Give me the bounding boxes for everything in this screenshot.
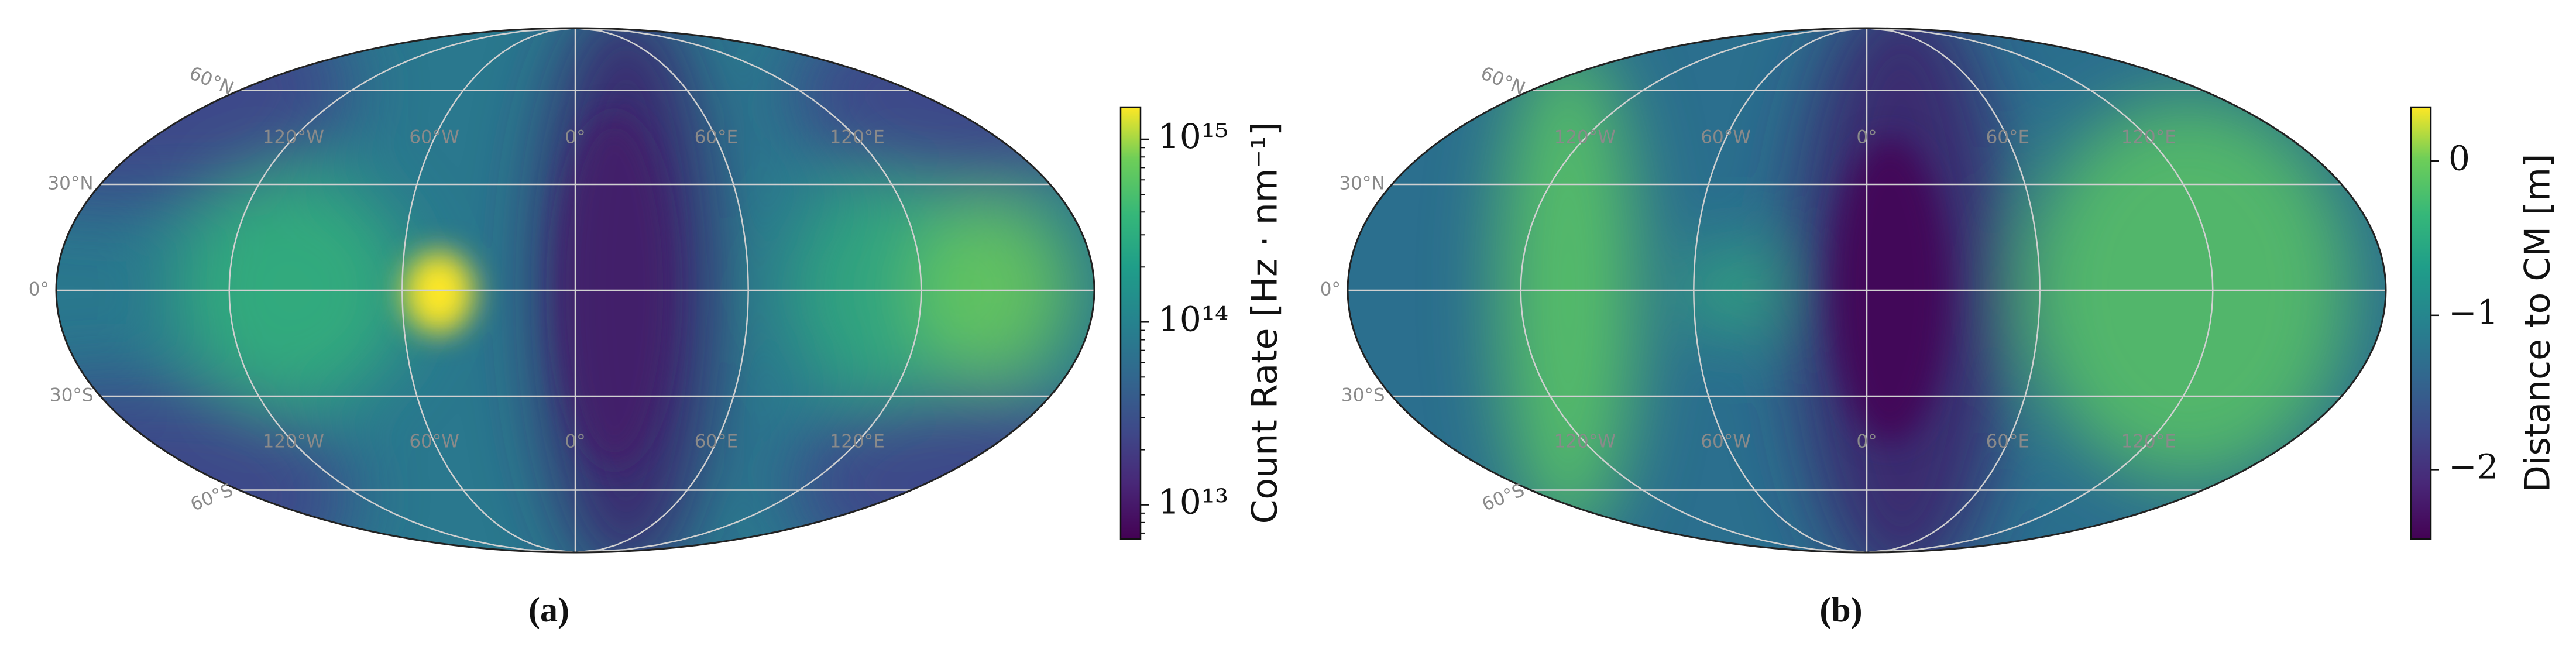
lat-label: 30°N	[1339, 173, 1385, 194]
lat-label: 60°N	[1478, 63, 1528, 99]
heatmap-a	[56, 28, 1094, 552]
lon-label: 0°	[1856, 127, 1877, 148]
colorbar-label: Count Rate [Hz · nm⁻¹]	[1245, 122, 1286, 524]
colorbar-tick-label: −2	[2448, 447, 2499, 486]
lat-label: 60°S	[188, 479, 236, 515]
lat-label: 30°S	[50, 384, 94, 406]
map-border	[1347, 27, 2387, 554]
lon-label: 120°E	[2121, 127, 2176, 148]
lon-label: 120°W	[1554, 127, 1616, 148]
colorbar-tick-label: 10¹⁴	[1158, 299, 1228, 339]
annotations: 120°W 120°W 60°W 60°W 0° 0° 60°E 60°E 120°E 120°E…	[29, 27, 2558, 629]
lon-label: 0°	[1856, 431, 1877, 452]
colorbar-tick-label: −1	[2448, 293, 2499, 332]
lon-label: 60°W	[1701, 127, 1751, 148]
colorbar-tick-label: 10¹⁵	[1158, 116, 1228, 156]
lat-label: 0°	[1320, 279, 1341, 300]
lon-label: 120°W	[1554, 431, 1616, 452]
lon-label: 120°E	[2121, 431, 2176, 452]
colorbar	[2410, 106, 2432, 540]
lon-label: 120°E	[830, 431, 885, 452]
lon-label: 60°E	[695, 431, 739, 452]
lon-label: 0°	[565, 431, 585, 452]
colorbar-tick-label: 0	[2448, 138, 2470, 178]
colorbar-label: Distance to CM [m]	[2517, 154, 2558, 493]
lat-label: 30°S	[1341, 384, 1385, 406]
map-border	[55, 27, 1095, 554]
lat-label: 60°N	[186, 63, 236, 99]
lat-label: 0°	[29, 279, 49, 300]
lat-label: 30°N	[47, 173, 93, 194]
lon-label: 120°W	[263, 127, 324, 148]
caption: (a)	[528, 590, 569, 629]
lon-label: 60°E	[1986, 127, 2030, 148]
lon-label: 60°W	[1701, 431, 1751, 452]
lon-label: 120°W	[263, 431, 324, 452]
lon-label: 60°E	[1986, 431, 2030, 452]
lon-label: 60°E	[695, 127, 739, 148]
caption: (b)	[1819, 590, 1862, 629]
colorbar-tick-label: 10¹³	[1158, 482, 1228, 522]
lon-label: 120°E	[830, 127, 885, 148]
colorbar	[1119, 106, 1142, 540]
lon-label: 60°W	[409, 127, 459, 148]
lon-label: 60°W	[409, 431, 459, 452]
lon-label: 0°	[565, 127, 585, 148]
lat-label: 60°S	[1479, 479, 1528, 515]
